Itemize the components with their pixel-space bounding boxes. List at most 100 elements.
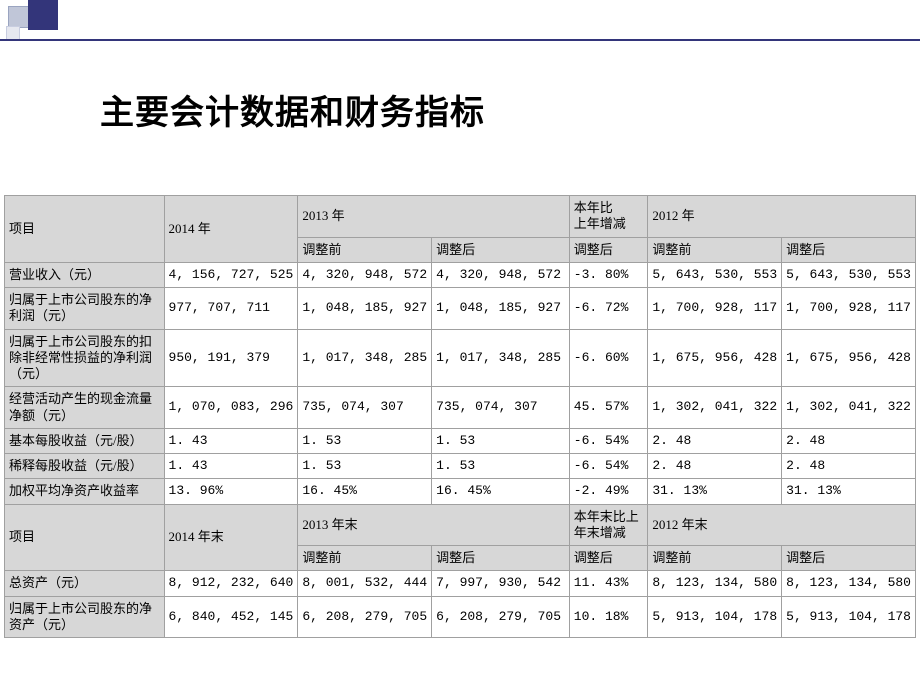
cell-2014: 1. 43 [164,428,298,453]
cell-2012-pre: 8, 123, 134, 580 [648,571,782,596]
cell-2012-pre: 2. 48 [648,454,782,479]
cell-2013-post: 1, 017, 348, 285 [432,329,570,387]
cell-2013-post: 16. 45% [432,479,570,504]
cell-change: 45. 57% [569,387,648,429]
financial-tables: 项目 2014 年 2013 年 本年比 上年增减 2012 年 调整前 调整后… [4,195,916,638]
cell-change: -6. 60% [569,329,648,387]
cell-change: -6. 54% [569,454,648,479]
row-label: 归属于上市公司股东的净资产（元） [5,596,165,638]
row-label: 归属于上市公司股东的净利润（元） [5,288,165,330]
cell-change: -6. 72% [569,288,648,330]
col-2012-2: 2012 年末 [648,504,916,546]
deco-square-light [8,6,30,28]
row-label: 总资产（元） [5,571,165,596]
cell-change: -6. 54% [569,428,648,453]
col-2012-pre-2: 调整前 [648,546,782,571]
cell-2013-pre: 4, 320, 948, 572 [298,262,432,287]
cell-2013-pre: 735, 074, 307 [298,387,432,429]
cell-2013-pre: 1, 048, 185, 927 [298,288,432,330]
table-row: 归属于上市公司股东的扣除非经常性损益的净利润（元）950, 191, 3791,… [5,329,916,387]
row-label: 稀释每股收益（元/股） [5,454,165,479]
col-2014-2: 2014 年末 [164,504,298,571]
financial-table-1: 项目 2014 年 2013 年 本年比 上年增减 2012 年 调整前 调整后… [4,195,916,638]
cell-2013-post: 6, 208, 279, 705 [432,596,570,638]
cell-2012-pre: 5, 643, 530, 553 [648,262,782,287]
col-2013-pre: 调整前 [298,237,432,262]
cell-2012-post: 2. 48 [782,428,916,453]
cell-2012-pre: 1, 675, 956, 428 [648,329,782,387]
col-2013-post-2: 调整后 [432,546,570,571]
table-row: 营业收入（元）4, 156, 727, 5254, 320, 948, 5724… [5,262,916,287]
cell-2013-pre: 1. 53 [298,428,432,453]
table-row: 基本每股收益（元/股）1. 431. 531. 53-6. 54%2. 482.… [5,428,916,453]
col-2013-2: 2013 年末 [298,504,569,546]
col-project: 项目 [5,196,165,263]
col-change-2: 本年末比上年末增减 [569,504,648,546]
cell-2013-pre: 6, 208, 279, 705 [298,596,432,638]
cell-change: -3. 80% [569,262,648,287]
cell-2013-post: 7, 997, 930, 542 [432,571,570,596]
cell-2013-post: 1, 048, 185, 927 [432,288,570,330]
table-row: 稀释每股收益（元/股）1. 431. 531. 53-6. 54%2. 482.… [5,454,916,479]
col-2012-post-2: 调整后 [782,546,916,571]
cell-2012-post: 5, 913, 104, 178 [782,596,916,638]
cell-2013-pre: 16. 45% [298,479,432,504]
col-2013-post: 调整后 [432,237,570,262]
table-row: 经营活动产生的现金流量净额（元）1, 070, 083, 296735, 074… [5,387,916,429]
cell-2014: 8, 912, 232, 640 [164,571,298,596]
cell-2014: 977, 707, 711 [164,288,298,330]
row-label: 加权平均净资产收益率 [5,479,165,504]
row-label: 经营活动产生的现金流量净额（元） [5,387,165,429]
table-row: 归属于上市公司股东的净资产（元）6, 840, 452, 1456, 208, … [5,596,916,638]
col-2012-pre: 调整前 [648,237,782,262]
cell-2014: 6, 840, 452, 145 [164,596,298,638]
cell-change: -2. 49% [569,479,648,504]
cell-2014: 13. 96% [164,479,298,504]
cell-change: 11. 43% [569,571,648,596]
cell-2012-post: 8, 123, 134, 580 [782,571,916,596]
col-change-post-2: 调整后 [569,546,648,571]
col-2012: 2012 年 [648,196,916,238]
deco-square-small [6,26,20,40]
deco-underline [0,39,920,41]
row-label: 基本每股收益（元/股） [5,428,165,453]
col-2012-post: 调整后 [782,237,916,262]
cell-2013-post: 1. 53 [432,428,570,453]
col-change: 本年比 上年增减 [569,196,648,238]
col-change-post: 调整后 [569,237,648,262]
cell-2012-post: 1, 700, 928, 117 [782,288,916,330]
table-row: 归属于上市公司股东的净利润（元）977, 707, 7111, 048, 185… [5,288,916,330]
cell-2012-post: 2. 48 [782,454,916,479]
cell-2013-pre: 1, 017, 348, 285 [298,329,432,387]
col-project-2: 项目 [5,504,165,571]
cell-2014: 1. 43 [164,454,298,479]
table-row: 加权平均净资产收益率13. 96%16. 45%16. 45%-2. 49%31… [5,479,916,504]
cell-2012-pre: 2. 48 [648,428,782,453]
cell-2012-pre: 1, 302, 041, 322 [648,387,782,429]
cell-2013-post: 1. 53 [432,454,570,479]
cell-2013-post: 4, 320, 948, 572 [432,262,570,287]
cell-2012-pre: 1, 700, 928, 117 [648,288,782,330]
slide-title: 主要会计数据和财务指标 [100,85,485,134]
row-label: 归属于上市公司股东的扣除非经常性损益的净利润（元） [5,329,165,387]
cell-2012-post: 1, 302, 041, 322 [782,387,916,429]
cell-2012-pre: 31. 13% [648,479,782,504]
col-2014: 2014 年 [164,196,298,263]
table-row: 总资产（元）8, 912, 232, 6408, 001, 532, 4447,… [5,571,916,596]
cell-2012-post: 31. 13% [782,479,916,504]
cell-2012-post: 5, 643, 530, 553 [782,262,916,287]
cell-2013-pre: 1. 53 [298,454,432,479]
cell-2014: 950, 191, 379 [164,329,298,387]
deco-square-dark [28,0,58,30]
cell-2013-pre: 8, 001, 532, 444 [298,571,432,596]
col-2013: 2013 年 [298,196,569,238]
cell-2012-pre: 5, 913, 104, 178 [648,596,782,638]
cell-2014: 4, 156, 727, 525 [164,262,298,287]
slide-decoration [0,0,120,44]
cell-2012-post: 1, 675, 956, 428 [782,329,916,387]
cell-change: 10. 18% [569,596,648,638]
cell-2014: 1, 070, 083, 296 [164,387,298,429]
cell-2013-post: 735, 074, 307 [432,387,570,429]
row-label: 营业收入（元） [5,262,165,287]
col-2013-pre-2: 调整前 [298,546,432,571]
